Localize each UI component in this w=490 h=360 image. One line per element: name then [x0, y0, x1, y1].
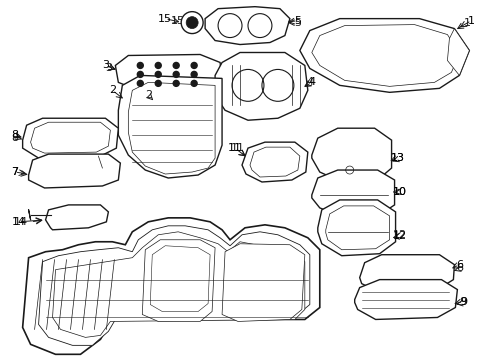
Circle shape [173, 71, 179, 77]
Polygon shape [115, 54, 222, 90]
Polygon shape [205, 7, 290, 45]
Polygon shape [355, 280, 457, 319]
Text: 5: 5 [294, 18, 301, 28]
Circle shape [173, 80, 179, 86]
Text: 12: 12 [392, 230, 407, 240]
Circle shape [191, 62, 197, 68]
Polygon shape [300, 19, 469, 92]
Polygon shape [23, 218, 320, 354]
Circle shape [181, 12, 203, 33]
Text: 3: 3 [102, 60, 109, 71]
Circle shape [155, 71, 161, 77]
Polygon shape [312, 128, 392, 182]
Text: 10: 10 [392, 187, 407, 197]
Text: 7: 7 [11, 167, 18, 177]
Text: 10: 10 [392, 187, 407, 197]
Text: 15: 15 [158, 14, 172, 24]
Text: 8: 8 [11, 130, 18, 140]
Polygon shape [28, 154, 121, 188]
Polygon shape [312, 24, 460, 86]
Polygon shape [215, 53, 308, 120]
Circle shape [191, 71, 197, 77]
Polygon shape [23, 118, 119, 158]
Circle shape [186, 17, 198, 28]
Polygon shape [326, 206, 390, 250]
Circle shape [191, 80, 197, 86]
Polygon shape [119, 75, 222, 178]
Text: 13: 13 [391, 153, 405, 163]
Text: 2: 2 [109, 85, 116, 95]
Polygon shape [142, 240, 215, 321]
Text: 15: 15 [171, 15, 185, 26]
Polygon shape [39, 226, 310, 345]
Text: 7: 7 [11, 167, 18, 177]
Polygon shape [318, 200, 395, 256]
Circle shape [155, 80, 161, 86]
Text: 3: 3 [105, 63, 112, 73]
Text: 14: 14 [14, 217, 28, 227]
Polygon shape [52, 232, 305, 337]
Polygon shape [150, 246, 210, 311]
Circle shape [137, 80, 143, 86]
Text: 14: 14 [12, 217, 25, 227]
Polygon shape [312, 170, 394, 217]
Text: 8: 8 [11, 133, 18, 143]
Circle shape [173, 62, 179, 68]
Text: 6: 6 [456, 260, 463, 270]
Text: 9: 9 [459, 297, 466, 306]
Circle shape [137, 62, 143, 68]
Polygon shape [222, 244, 305, 321]
Text: 6: 6 [456, 263, 463, 273]
Polygon shape [242, 142, 308, 182]
Polygon shape [250, 147, 300, 177]
Polygon shape [447, 28, 469, 75]
Text: 1: 1 [464, 18, 471, 28]
Text: 9: 9 [460, 297, 467, 306]
Text: 1: 1 [468, 15, 475, 26]
Text: 4: 4 [306, 77, 314, 87]
Polygon shape [128, 82, 215, 174]
Text: 4: 4 [308, 77, 316, 87]
Polygon shape [46, 205, 108, 230]
Text: 2: 2 [145, 90, 152, 100]
Text: 5: 5 [294, 15, 301, 26]
Text: 11: 11 [231, 143, 245, 153]
Polygon shape [30, 122, 110, 153]
Circle shape [155, 62, 161, 68]
Text: 13: 13 [391, 153, 405, 163]
Polygon shape [360, 255, 454, 292]
Text: 12: 12 [392, 231, 407, 241]
Circle shape [137, 71, 143, 77]
Text: 11: 11 [228, 143, 242, 153]
